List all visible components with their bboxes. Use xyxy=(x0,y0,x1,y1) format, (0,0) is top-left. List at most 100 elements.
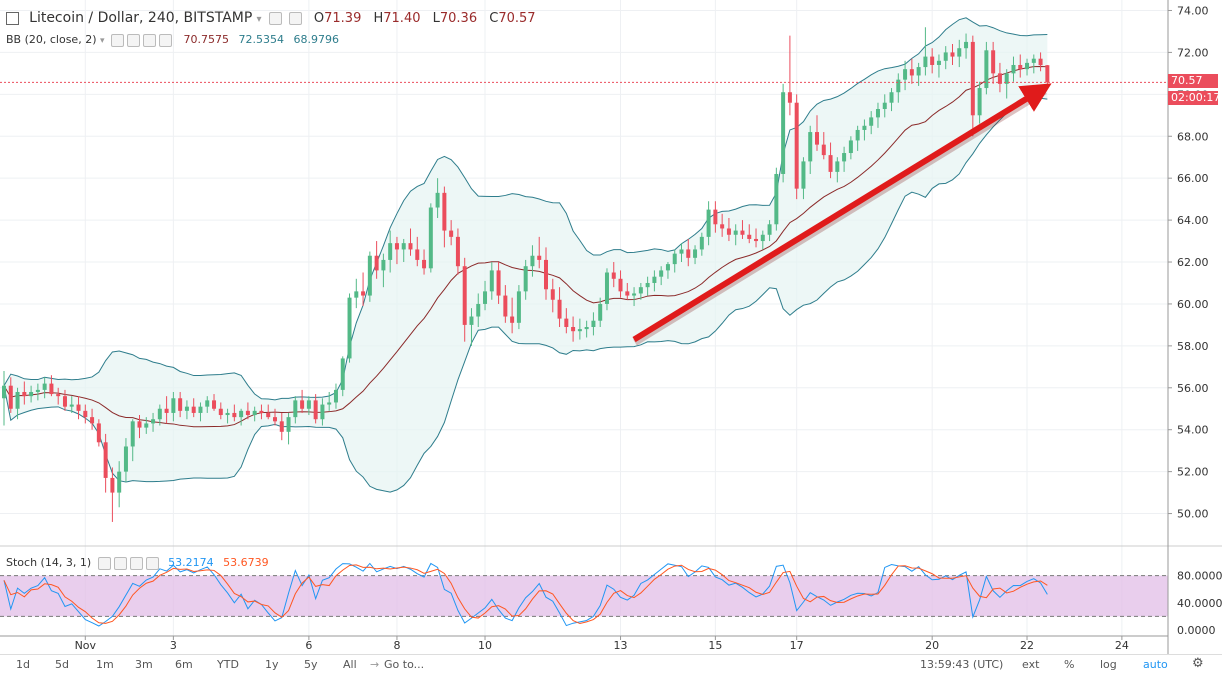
candle-body[interactable] xyxy=(1031,58,1036,63)
candle-body[interactable] xyxy=(374,255,379,271)
candle-body[interactable] xyxy=(516,291,521,323)
candle-body[interactable] xyxy=(970,41,975,116)
candle-body[interactable] xyxy=(530,255,535,267)
candle-body[interactable] xyxy=(381,259,386,271)
candle-body[interactable] xyxy=(103,442,108,478)
candle-body[interactable] xyxy=(916,67,921,76)
candle-body[interactable] xyxy=(469,316,474,325)
bb-settings-icon[interactable] xyxy=(127,33,141,47)
candle-body[interactable] xyxy=(713,209,718,225)
candle-body[interactable] xyxy=(90,417,95,424)
candle-body[interactable] xyxy=(842,153,847,162)
range-6m[interactable]: 6m xyxy=(175,658,193,671)
candle-body[interactable] xyxy=(428,207,433,269)
candle-body[interactable] xyxy=(367,255,372,296)
candle-body[interactable] xyxy=(164,408,169,413)
stoch-label[interactable]: Stoch (14, 3, 1) xyxy=(6,556,92,569)
candle-body[interactable] xyxy=(42,383,47,390)
candle-body[interactable] xyxy=(83,410,88,418)
candle-body[interactable] xyxy=(557,299,562,319)
candle-body[interactable] xyxy=(56,394,61,397)
candle-body[interactable] xyxy=(347,297,352,359)
candle-body[interactable] xyxy=(130,421,135,447)
candle-body[interactable] xyxy=(747,234,752,239)
candle-body[interactable] xyxy=(178,398,183,411)
candle-body[interactable] xyxy=(964,41,969,49)
candle-body[interactable] xyxy=(225,412,230,416)
range-3m[interactable]: 3m xyxy=(135,658,153,671)
candle-body[interactable] xyxy=(327,402,332,405)
candle-body[interactable] xyxy=(808,132,813,162)
candle-body[interactable] xyxy=(903,69,908,80)
candle-body[interactable] xyxy=(1004,73,1009,84)
ext-toggle[interactable]: ext xyxy=(1022,658,1040,671)
candle-body[interactable] xyxy=(733,230,738,235)
candle-body[interactable] xyxy=(483,291,488,304)
candle-body[interactable] xyxy=(815,132,819,145)
candle-body[interactable] xyxy=(29,391,34,397)
bb-close-icon[interactable] xyxy=(159,33,173,47)
candle-body[interactable] xyxy=(835,161,840,172)
candle-body[interactable] xyxy=(110,477,115,493)
range-ytd[interactable]: YTD xyxy=(217,658,239,671)
candle-body[interactable] xyxy=(564,318,569,327)
candle-body[interactable] xyxy=(550,289,555,300)
candle-body[interactable] xyxy=(489,270,494,292)
candle-body[interactable] xyxy=(245,410,250,416)
stoch-eye-icon[interactable] xyxy=(97,556,111,570)
candle-body[interactable] xyxy=(1011,64,1016,74)
candle-body[interactable] xyxy=(144,423,149,428)
range-all[interactable]: All xyxy=(343,658,357,671)
candle-body[interactable] xyxy=(266,412,271,418)
bb-dropdown-icon[interactable]: ▾ xyxy=(100,36,105,46)
symbol-title[interactable]: Litecoin / Dollar, 240, BITSTAMP xyxy=(29,10,253,26)
candle-body[interactable] xyxy=(672,253,677,265)
candle-body[interactable] xyxy=(611,272,616,279)
candle-body[interactable] xyxy=(354,291,359,298)
candle-body[interactable] xyxy=(645,282,650,288)
candle-body[interactable] xyxy=(665,264,670,271)
candle-body[interactable] xyxy=(388,243,393,260)
candle-body[interactable] xyxy=(957,48,962,57)
candle-body[interactable] xyxy=(279,421,284,432)
bb-more-icon[interactable] xyxy=(143,33,157,47)
candle-body[interactable] xyxy=(720,224,725,229)
bb-eye-icon[interactable] xyxy=(111,33,125,47)
candle-body[interactable] xyxy=(591,320,596,327)
candle-body[interactable] xyxy=(638,287,643,294)
candle-body[interactable] xyxy=(774,173,779,225)
candle-body[interactable] xyxy=(930,56,935,65)
candle-body[interactable] xyxy=(523,266,528,292)
candle-body[interactable] xyxy=(293,400,298,418)
candle-body[interactable] xyxy=(300,400,305,409)
candle-body[interactable] xyxy=(699,236,704,250)
candle-body[interactable] xyxy=(943,52,948,61)
trend-arrow[interactable] xyxy=(632,83,1052,343)
candle-body[interactable] xyxy=(449,230,454,237)
candle-body[interactable] xyxy=(137,421,142,428)
goto-button[interactable]: Go to... xyxy=(384,658,425,671)
candle-body[interactable] xyxy=(408,243,413,250)
candle-body[interactable] xyxy=(618,278,623,292)
candle-body[interactable] xyxy=(415,249,420,260)
candle-body[interactable] xyxy=(117,471,122,493)
candle-body[interactable] xyxy=(896,79,901,93)
candle-body[interactable] xyxy=(306,400,311,409)
candle-body[interactable] xyxy=(239,410,244,418)
candle-body[interactable] xyxy=(313,400,318,420)
candle-body[interactable] xyxy=(286,417,291,432)
candle-body[interactable] xyxy=(259,410,264,413)
candle-body[interactable] xyxy=(604,272,609,304)
range-5d[interactable]: 5d xyxy=(55,658,69,671)
candle-body[interactable] xyxy=(950,52,955,57)
log-toggle[interactable]: log xyxy=(1100,658,1117,671)
candle-body[interactable] xyxy=(435,192,440,208)
candle-body[interactable] xyxy=(35,389,40,392)
candle-body[interactable] xyxy=(706,209,711,237)
candle-body[interactable] xyxy=(232,412,237,418)
candle-body[interactable] xyxy=(821,144,826,156)
candle-body[interactable] xyxy=(909,69,914,76)
settings-icon[interactable] xyxy=(288,12,302,25)
stoch-settings-icon[interactable] xyxy=(113,556,127,570)
candle-body[interactable] xyxy=(577,329,582,332)
